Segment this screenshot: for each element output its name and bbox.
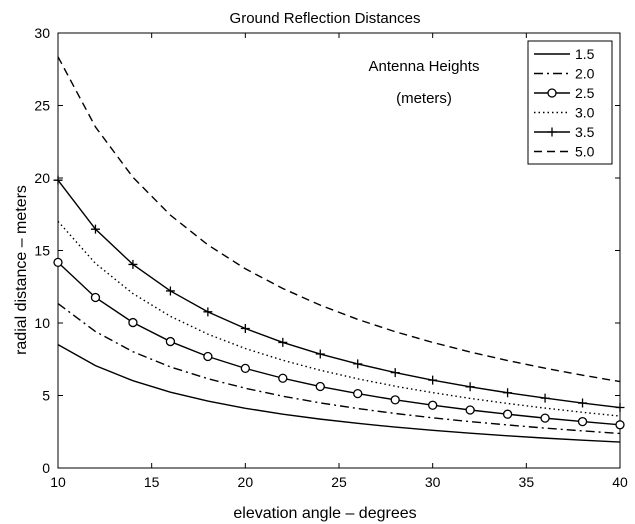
series-line [57,220,621,417]
x-tick-label: 10 [50,474,66,490]
data-point [428,375,438,385]
data-point [278,337,288,347]
legend-label: 1.5 [575,46,595,62]
data-point [578,398,588,408]
legend-marker [547,127,557,137]
data-point [128,259,138,269]
series-line [57,261,621,426]
x-tick-label: 40 [612,474,628,490]
data-point [90,224,100,234]
legend: 1.5 2.0 2.5 3.0 3.5 5.0 [527,40,613,165]
data-point [615,403,625,413]
annotation-line-2: (meters) [396,90,452,107]
legend-label: 3.0 [575,105,595,121]
data-point [390,368,400,378]
data-point [315,349,325,359]
y-tick-label: 30 [34,25,50,41]
series-line [57,56,621,383]
x-tick-label: 35 [519,474,535,490]
x-tick-label: 30 [425,474,441,490]
data-point [90,292,101,303]
data-point [353,388,363,399]
plot-area: 10 15 20 25 30 35 40 0 5 10 15 20 25 30 [34,25,628,490]
data-point [577,416,588,427]
data-point [53,175,63,185]
y-tick-label: 15 [34,243,50,259]
series-2-5 [53,257,625,430]
data-point [240,324,250,334]
data-point [540,393,550,403]
data-point [315,381,325,392]
x-tick-label: 15 [144,474,160,490]
data-point [240,363,250,374]
series-line [57,303,621,435]
data-point [465,382,475,392]
x-tick-label: 20 [238,474,254,490]
y-tick-label: 0 [42,460,50,476]
legend-marker [547,88,557,98]
chart-title: Ground Reflection Distances [230,10,421,27]
data-point [390,395,400,405]
series-2-0 [57,303,621,435]
y-axis-label: radial distance – meters [13,185,30,355]
legend-box [527,40,613,165]
legend-label: 3.5 [575,124,595,140]
y-tick-label: 5 [42,388,50,404]
data-point [615,420,625,430]
series-3-0 [57,220,621,417]
data-point [502,409,513,419]
data-point [540,413,550,423]
legend-label: 2.5 [575,85,595,101]
data-point [203,351,213,362]
data-point [53,257,63,268]
x-tick-label: 25 [331,474,347,490]
legend-label: 5.0 [575,144,595,160]
series-3-5 [53,175,625,413]
legend-label: 2.0 [575,66,595,82]
y-tick-label: 10 [34,315,50,331]
data-point [203,307,213,317]
data-point [165,286,175,296]
data-point [428,400,438,410]
annotation-line-1: Antenna Heights [369,58,480,75]
data-point [465,405,475,415]
data-point [128,317,138,328]
data-point [503,388,513,398]
series-5-0 [57,56,621,383]
y-tick-label: 25 [34,98,50,114]
x-axis-label: elevation angle – degrees [233,505,416,522]
series-1-5 [57,343,621,443]
data-point [165,336,176,347]
y-tick-label: 20 [34,170,50,186]
data-point [278,373,288,383]
series-line [57,343,621,443]
data-point [353,359,363,369]
series-line [57,179,621,409]
